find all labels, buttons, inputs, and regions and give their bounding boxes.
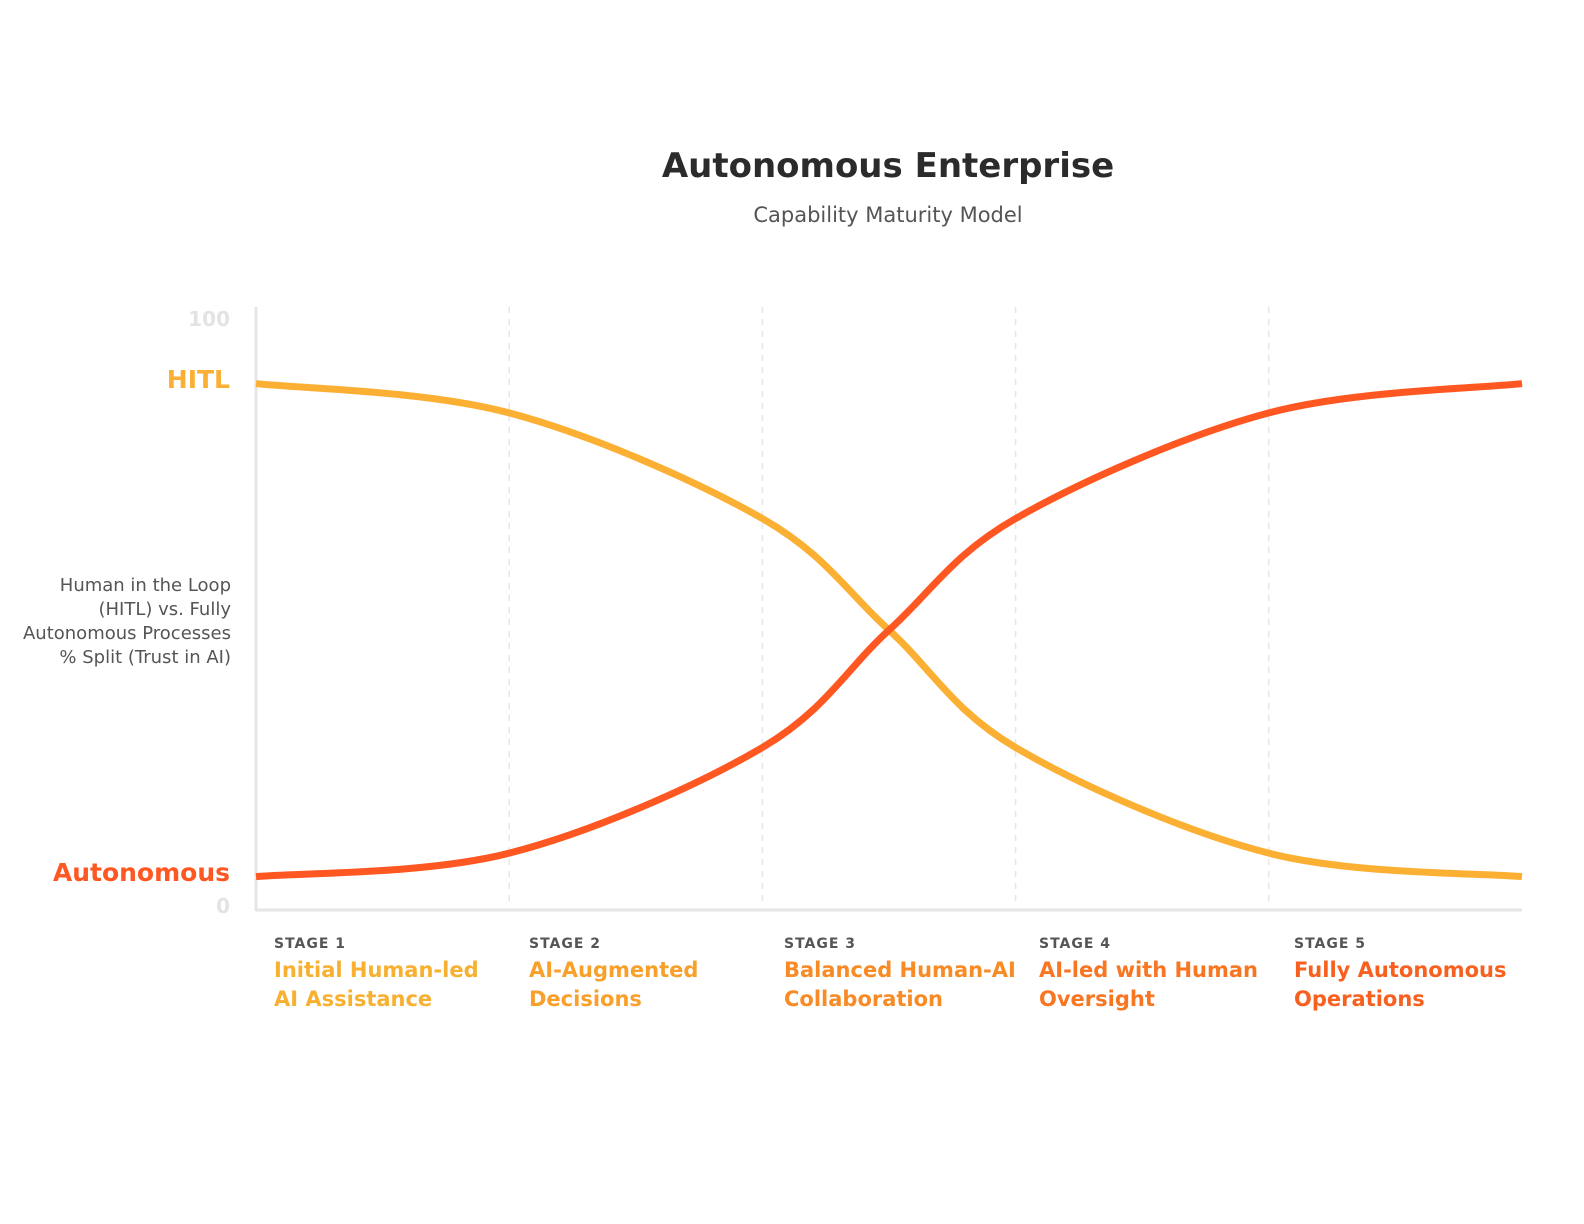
chart-title: Autonomous Enterprise: [661, 146, 1115, 186]
stage-number: STAGE 4: [1039, 936, 1112, 952]
stage-name: AI-led with Human Oversight: [1039, 958, 1258, 1011]
y-axis-label: Human in the Loop (HITL) vs. Fully Auton…: [22, 575, 231, 668]
series-line-autonomous: [255, 380, 1523, 881]
stage-number: STAGE 2: [529, 936, 602, 952]
stage-label-2: STAGE 2 AI-Augmented Decisions: [529, 936, 769, 1014]
stage-label-5: STAGE 5 Fully Autonomous Operations: [1294, 936, 1534, 1014]
series-label-autonomous: Autonomous: [52, 858, 230, 887]
y-tick-100: 100: [188, 307, 230, 331]
y-tick-0: 0: [216, 894, 230, 918]
stage-number: STAGE 5: [1294, 936, 1367, 952]
stage-label-1: STAGE 1 Initial Human-led AI Assistance: [274, 936, 514, 1014]
series-label-hitl: HITL: [166, 365, 230, 394]
stage-number: STAGE 1: [274, 936, 347, 952]
chart-subtitle: Capability Maturity Model: [753, 203, 1023, 227]
stage-label-3: STAGE 3 Balanced Human-AI Collaboration: [784, 936, 1024, 1014]
stage-label-4: STAGE 4 AI-led with Human Oversight: [1039, 936, 1279, 1014]
stage-name: Fully Autonomous Operations: [1294, 958, 1507, 1011]
stage-name: Balanced Human-AI Collaboration: [784, 958, 1016, 1011]
stage-name: AI-Augmented Decisions: [529, 958, 699, 1011]
stage-number: STAGE 3: [784, 936, 857, 952]
stage-name: Initial Human-led AI Assistance: [274, 958, 479, 1011]
